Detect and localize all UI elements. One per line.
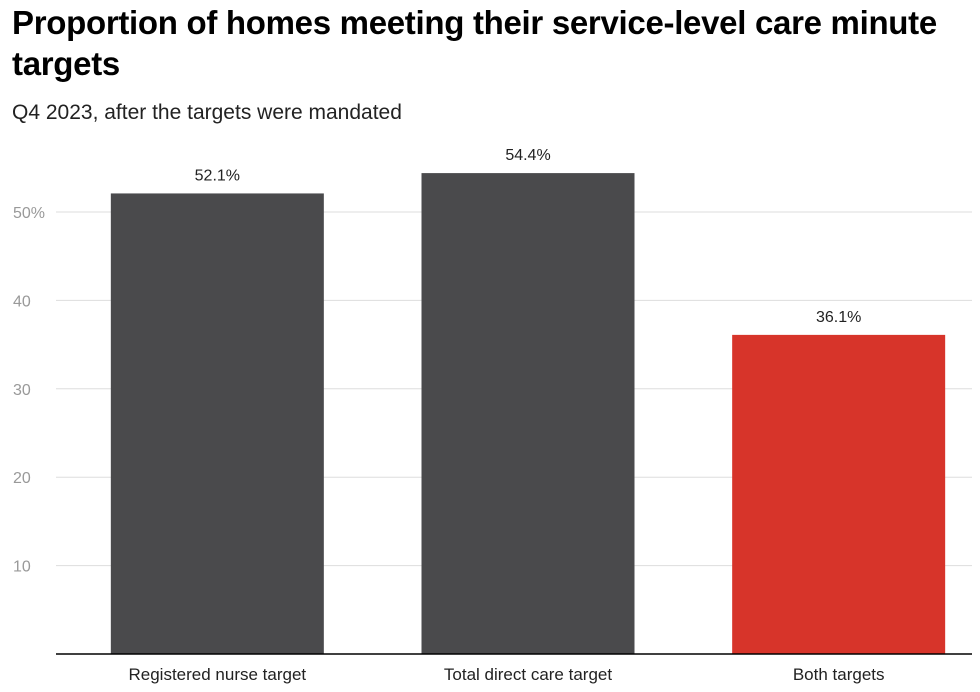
y-tick-label: 50% [13,205,45,222]
bar [732,334,946,654]
bars [110,173,946,654]
bar-value-label: 52.1% [195,167,240,184]
x-category-label: Both targets [793,665,885,684]
category-labels: Registered nurse target Total direct care… [129,665,885,684]
y-tick-label: 30 [13,382,31,399]
y-tick-label: 40 [13,293,31,310]
bar-value-label: 54.4% [505,147,550,164]
bar [110,193,324,654]
x-category-label: Registered nurse target [129,665,307,684]
chart-subtitle: Q4 2023, after the targets were mandated [12,101,402,124]
bar [421,173,635,654]
y-axis-ticks: 10 20 30 40 50% [13,205,45,576]
value-labels: 52.1% 54.4% 36.1% [195,147,862,326]
chart-title: Proportion of homes meeting their servic… [12,4,937,82]
x-category-label: Total direct care target [444,665,612,684]
y-tick-label: 10 [13,559,31,576]
y-tick-label: 20 [13,470,31,487]
bar-value-label: 36.1% [816,309,861,326]
